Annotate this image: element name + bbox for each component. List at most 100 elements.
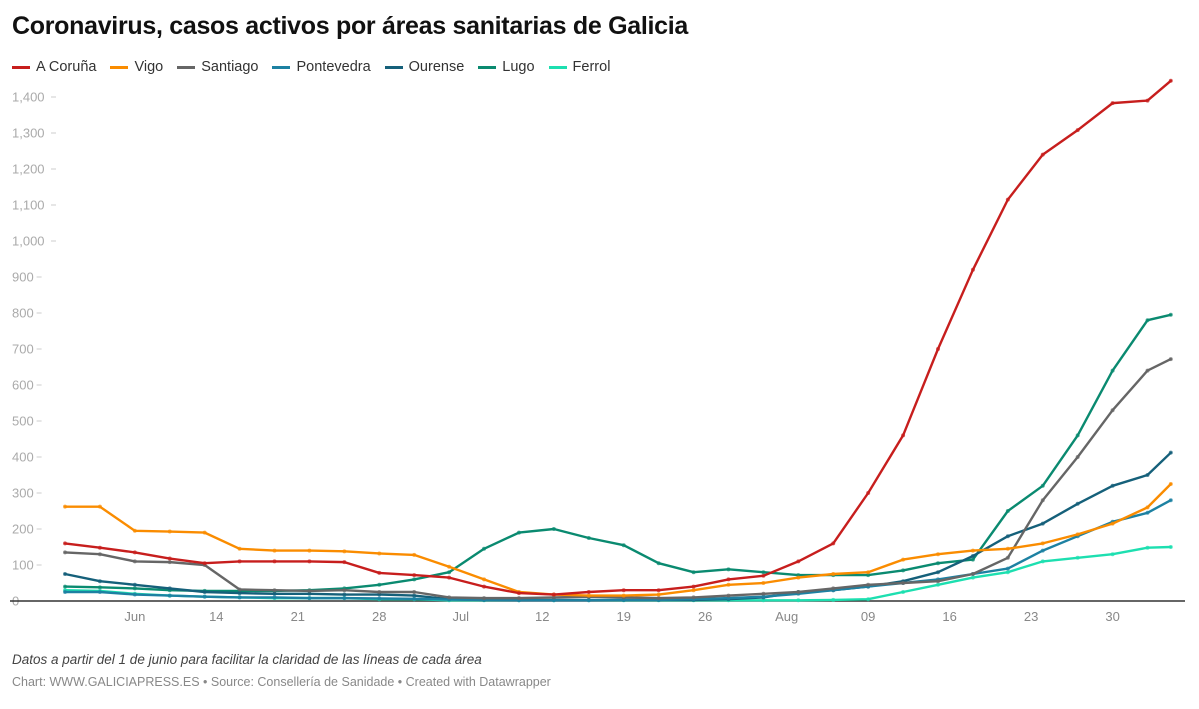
data-point <box>1168 312 1173 317</box>
data-point <box>342 549 347 554</box>
data-point <box>866 597 871 602</box>
data-point <box>866 491 871 495</box>
data-point <box>342 592 347 597</box>
data-point <box>901 433 906 438</box>
data-point <box>761 581 766 585</box>
data-point <box>97 545 102 550</box>
y-tick-label: 1,400 <box>12 90 45 105</box>
data-point <box>551 598 556 603</box>
x-tick-label: 23 <box>1024 609 1038 624</box>
data-point <box>1040 152 1045 157</box>
data-point <box>272 548 277 553</box>
y-tick-label: 100 <box>12 558 34 573</box>
data-point <box>866 582 871 587</box>
data-point <box>1168 78 1173 83</box>
data-point <box>167 593 172 598</box>
data-point <box>132 582 137 587</box>
legend-label: Vigo <box>134 59 164 75</box>
data-point <box>1168 482 1173 486</box>
data-point <box>796 559 801 564</box>
data-point <box>691 595 696 600</box>
data-point <box>586 590 591 594</box>
data-point <box>936 582 940 587</box>
data-point <box>132 550 137 555</box>
y-tick-label: 400 <box>12 450 34 465</box>
data-point <box>586 536 591 540</box>
y-tick-label: 300 <box>12 486 34 501</box>
data-point <box>621 543 626 548</box>
data-point <box>307 548 312 553</box>
legend-item: Santiago <box>177 59 258 75</box>
data-point <box>1145 510 1150 515</box>
legend-item: A Coruña <box>12 59 96 75</box>
data-point <box>1110 368 1115 373</box>
data-point <box>272 588 277 593</box>
data-point <box>1168 545 1173 549</box>
data-point <box>1040 498 1045 503</box>
legend-swatch <box>548 65 567 69</box>
data-point <box>412 552 417 557</box>
data-point <box>970 267 975 272</box>
data-point <box>307 596 312 601</box>
data-point <box>97 552 102 557</box>
data-point <box>377 551 382 556</box>
data-point <box>831 586 836 591</box>
y-tick-label: 1,000 <box>12 234 45 249</box>
data-point <box>1075 433 1080 438</box>
y-tick-label: 700 <box>12 342 34 357</box>
legend-swatch <box>272 65 291 69</box>
data-point <box>1040 521 1045 526</box>
data-point <box>936 570 940 575</box>
legend-item: Ourense <box>384 59 464 75</box>
data-point <box>691 570 696 575</box>
legend-label: Santiago <box>201 59 259 75</box>
chart-title: Coronavirus, casos activos por áreas san… <box>12 12 688 40</box>
data-point <box>831 597 836 602</box>
legend-swatch <box>384 65 403 69</box>
x-tick-label: 26 <box>698 609 712 624</box>
data-point <box>970 557 975 562</box>
data-point <box>796 590 801 594</box>
data-point <box>377 570 382 575</box>
data-point <box>551 592 556 597</box>
legend-item: Ferrol <box>548 59 610 75</box>
legend-label: Pontevedra <box>296 59 371 75</box>
data-point <box>936 561 940 566</box>
x-tick-label: 14 <box>209 609 223 624</box>
data-point <box>167 586 172 591</box>
x-tick-label: Jul <box>452 609 469 624</box>
data-point <box>726 567 731 572</box>
y-tick-label: 900 <box>12 270 34 285</box>
x-tick-label: 30 <box>1105 609 1119 624</box>
data-point <box>1145 98 1150 103</box>
data-point <box>272 559 277 564</box>
data-point <box>551 595 556 600</box>
data-point <box>1005 570 1010 575</box>
data-point <box>63 504 67 509</box>
data-point <box>1168 498 1173 503</box>
data-point <box>656 592 661 597</box>
data-point <box>342 560 347 565</box>
x-tick-label: 16 <box>942 609 956 624</box>
y-tick-label: 1,300 <box>12 126 45 141</box>
data-point <box>726 582 731 587</box>
data-point <box>1145 368 1150 373</box>
data-point <box>342 588 347 593</box>
y-tick-label: 600 <box>12 378 34 393</box>
data-point <box>516 530 521 535</box>
data-point <box>167 560 172 565</box>
y-tick-label: 200 <box>12 522 34 537</box>
data-point <box>412 593 417 598</box>
data-point <box>656 596 661 601</box>
data-point <box>1110 408 1115 413</box>
data-point <box>97 590 102 594</box>
data-point <box>202 530 207 535</box>
y-tick-label: 1,100 <box>12 198 45 213</box>
data-point <box>1005 534 1010 539</box>
data-point <box>202 561 207 566</box>
data-point <box>1075 501 1080 506</box>
data-point <box>1110 521 1115 526</box>
data-point <box>761 594 766 599</box>
legend-label: A Coruña <box>36 59 97 75</box>
series-line-vigo <box>63 482 1173 597</box>
